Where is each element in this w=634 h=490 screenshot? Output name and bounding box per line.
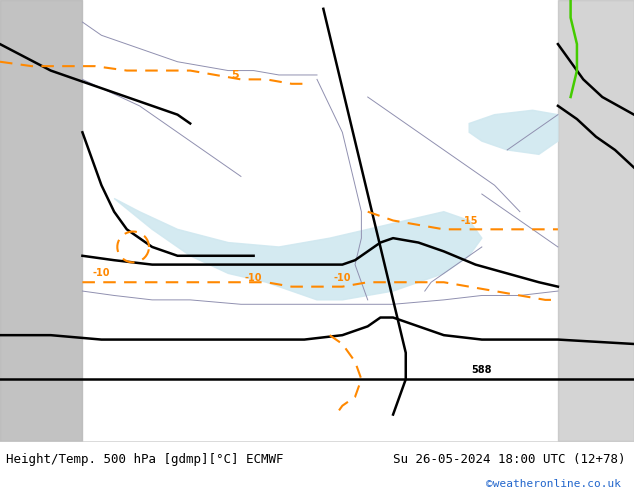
Text: -15: -15 bbox=[460, 216, 478, 225]
Text: Height/Temp. 500 hPa [gdmp][°C] ECMWF: Height/Temp. 500 hPa [gdmp][°C] ECMWF bbox=[6, 453, 284, 466]
Text: -10: -10 bbox=[93, 269, 110, 278]
Text: ©weatheronline.co.uk: ©weatheronline.co.uk bbox=[486, 479, 621, 489]
Polygon shape bbox=[469, 110, 558, 154]
Text: Su 26-05-2024 18:00 UTC (12+78): Su 26-05-2024 18:00 UTC (12+78) bbox=[393, 453, 626, 466]
Text: -10: -10 bbox=[333, 273, 351, 283]
Text: 5: 5 bbox=[231, 70, 238, 80]
Text: 588: 588 bbox=[472, 366, 492, 375]
Text: -10: -10 bbox=[245, 273, 262, 283]
Polygon shape bbox=[114, 198, 482, 300]
